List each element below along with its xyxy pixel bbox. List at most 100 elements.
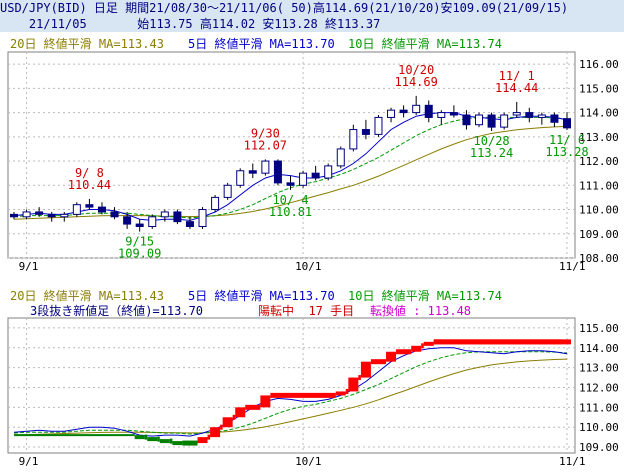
candle-body xyxy=(35,211,44,215)
candle-body xyxy=(336,148,345,167)
kagi-brick xyxy=(260,395,271,408)
kagi-y-tick: 114.00 xyxy=(579,342,619,355)
price-y-tick: 115.00 xyxy=(579,82,619,95)
candle-body xyxy=(387,109,396,118)
chart-header-ohlc: 21/11/05 始113.75 高114.02 安113.28 終113.37 xyxy=(0,16,624,32)
candle-body xyxy=(512,112,521,116)
candle-body xyxy=(148,216,157,227)
kagi-brick xyxy=(197,437,208,444)
kagi-brick xyxy=(159,439,170,444)
candle-body xyxy=(525,112,534,118)
candle-body xyxy=(110,211,119,218)
candle-body xyxy=(273,160,282,184)
kagi-y-tick: 115.00 xyxy=(579,322,619,335)
annotation-value: 112.07 xyxy=(244,138,287,152)
kagi-brick xyxy=(172,441,183,446)
candle-body xyxy=(223,184,232,198)
candle-body xyxy=(47,213,56,218)
candle-body xyxy=(437,112,446,118)
ma20-line xyxy=(13,125,568,220)
candle-body xyxy=(324,165,333,179)
candle-body xyxy=(85,204,94,208)
candle-body xyxy=(374,116,383,135)
annotation-date: 9/ 8 xyxy=(75,166,104,180)
candle-body xyxy=(10,213,18,218)
kagi-brick xyxy=(210,427,221,438)
candle-body xyxy=(311,172,320,179)
kagi-brick xyxy=(147,437,158,442)
candle-body xyxy=(462,114,471,126)
kagi-panel: 109.00 110.00 111.00 112.00 113.00 114.00 115.… xyxy=(7,317,619,468)
price-y-tick: 108.00 xyxy=(579,252,619,265)
annotation-date: 10/20 xyxy=(398,63,434,77)
candle-body xyxy=(563,118,571,129)
kagi-brick xyxy=(335,391,346,396)
price-y-tick: 114.00 xyxy=(579,107,619,120)
legend-ma20-bottom: 20日 終値平滑 MA=113.43 xyxy=(10,289,164,303)
candle-body xyxy=(349,129,358,150)
kagi-brick xyxy=(386,351,397,362)
price-y-tick: 110.00 xyxy=(579,204,619,217)
candle-body xyxy=(60,213,69,218)
price-x-tick: 11/1 xyxy=(559,260,586,273)
legend-ma5: 5日 終値平滑 MA=113.70 xyxy=(188,37,335,51)
kagi-brick xyxy=(222,417,233,428)
annotation-value: 110.81 xyxy=(269,205,312,219)
annotation-value: 114.44 xyxy=(495,81,538,95)
candle-body xyxy=(475,114,484,126)
annotation-date: 10/28 xyxy=(474,134,510,148)
legend-ma10-bottom: 10日 終値平滑 MA=113.74 xyxy=(348,289,502,303)
annotation-value: 113.24 xyxy=(470,146,513,160)
kagi-x-tick: 9/1 xyxy=(19,455,39,468)
candle-body xyxy=(449,112,458,116)
legend-kagi-reversal: 転換値 : 113.48 xyxy=(370,304,472,318)
kagi-x-tick: 11/1 xyxy=(559,455,586,468)
legend-ma10: 10日 終値平滑 MA=113.74 xyxy=(348,37,502,51)
candle-body xyxy=(299,172,308,186)
ma10-line-bottom xyxy=(13,351,568,435)
candle-body xyxy=(537,114,546,118)
annotation-value: 110.44 xyxy=(68,178,111,192)
candle-body xyxy=(97,206,106,213)
price-y-tick: 116.00 xyxy=(579,58,619,71)
annotation-date: 11/ 1 xyxy=(499,69,535,83)
candle-body xyxy=(412,104,421,114)
kagi-y-tick: 113.00 xyxy=(579,362,619,375)
candle-body xyxy=(286,182,295,186)
candle-body xyxy=(500,114,509,128)
candle-body xyxy=(424,104,433,118)
legend-kagi-status: 陽転中 17 手目 xyxy=(258,304,355,318)
annotation-value: 114.69 xyxy=(395,75,438,89)
legend-kagi-name: 3段抜き新値足（終値)=113.70 xyxy=(30,304,204,318)
candle-body xyxy=(248,170,257,174)
candle-body xyxy=(72,204,81,215)
kagi-x-tick: 10/1 xyxy=(295,455,322,468)
price-x-tick: 9/1 xyxy=(19,260,39,273)
annotation-date: 10/ 4 xyxy=(272,193,308,207)
legend-ma20: 20日 終値平滑 MA=113.43 xyxy=(10,37,164,51)
candle-body xyxy=(135,223,144,227)
candle-body xyxy=(236,170,245,186)
candle-body xyxy=(261,160,270,174)
candle-body xyxy=(399,109,408,114)
kagi-brick xyxy=(411,345,422,352)
ma5-line-bottom xyxy=(13,347,568,437)
price-y-tick: 113.00 xyxy=(579,131,619,144)
candle-body xyxy=(550,114,559,123)
candle-body xyxy=(22,211,31,218)
price-y-tick: 111.00 xyxy=(579,179,619,192)
candle-body xyxy=(211,196,220,211)
ma20-line-bottom xyxy=(13,358,568,436)
kagi-y-tick: 109.00 xyxy=(579,441,619,454)
annotation-date: 9/15 xyxy=(125,235,154,249)
kagi-brick xyxy=(348,377,359,392)
kagi-y-tick: 112.00 xyxy=(579,381,619,394)
candle-body xyxy=(173,211,182,223)
price-y-tick: 112.00 xyxy=(579,155,619,168)
kagi-brick xyxy=(360,361,371,378)
kagi-y-tick: 110.00 xyxy=(579,421,619,434)
kagi-y-tick: 111.00 xyxy=(579,401,619,414)
candle-body xyxy=(123,216,132,225)
kagi-brick xyxy=(134,435,145,440)
